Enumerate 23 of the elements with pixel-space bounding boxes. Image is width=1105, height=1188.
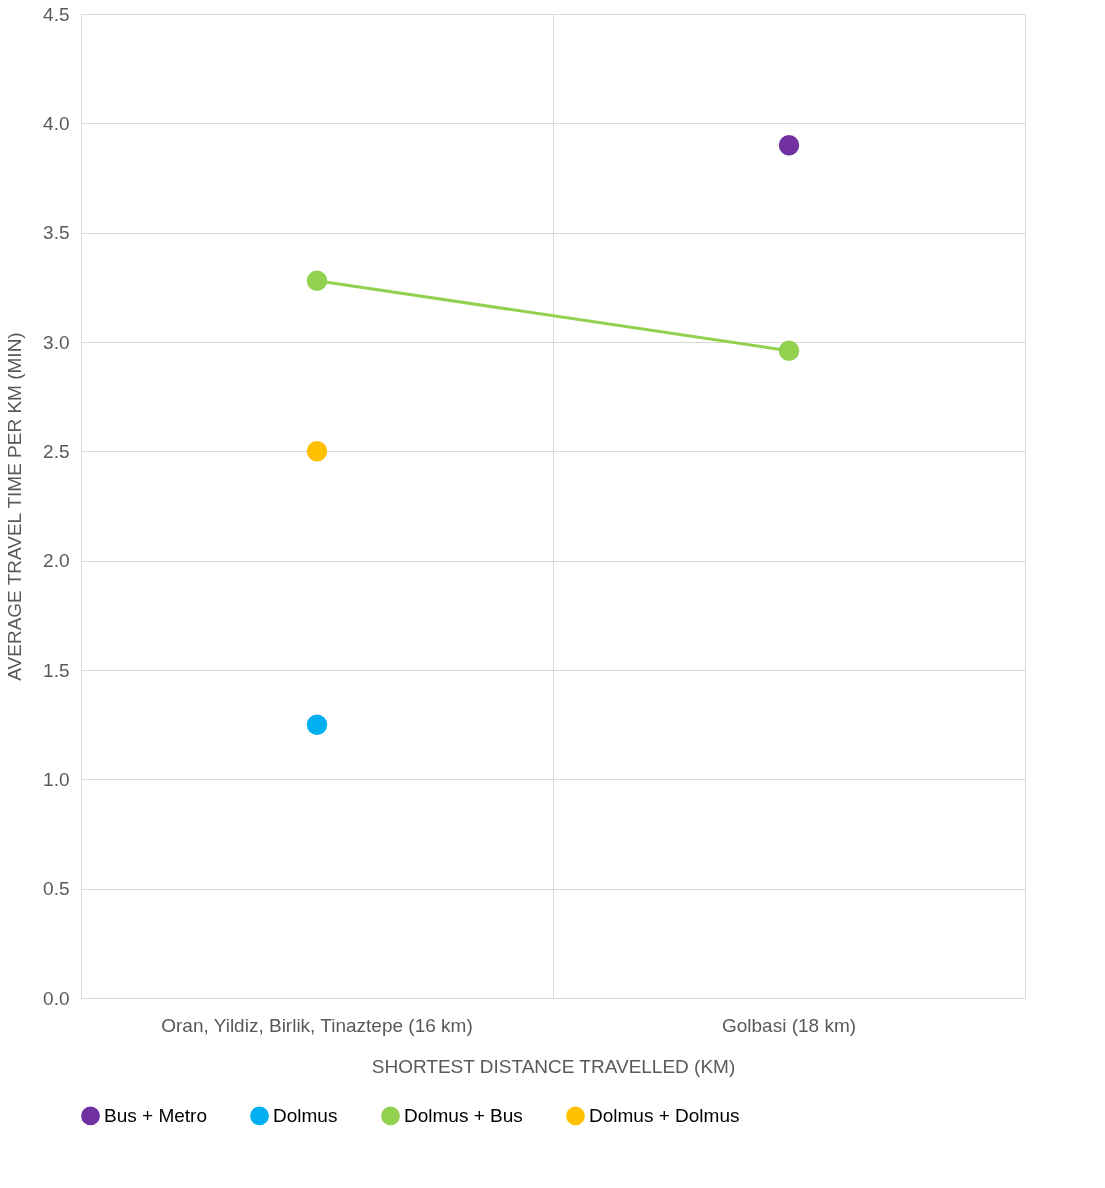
legend-label: Dolmus [273, 1104, 338, 1126]
y-tick-label: 3.5 [43, 222, 70, 244]
legend-label: Dolmus + Bus [404, 1104, 523, 1126]
x-tick-label: Golbasi (18 km) [721, 1014, 857, 1036]
y-tick-label: 4.0 [43, 112, 70, 134]
point [778, 340, 800, 361]
y-tick-label: 4.5 [43, 3, 70, 25]
y-tick-label: 3.0 [43, 331, 70, 353]
point [306, 441, 328, 462]
y-tick-label: 0.5 [43, 878, 70, 900]
point [306, 714, 328, 735]
y-tick-label: 1.0 [43, 768, 70, 790]
y-tick-label: 1.5 [43, 659, 70, 681]
x-axis-title: SHORTEST DISTANCE TRAVELLED (KM) [371, 1055, 736, 1077]
legend-label: Dolmus + Dolmus [589, 1104, 740, 1126]
point [778, 134, 800, 156]
y-tick-label: 2.0 [43, 550, 70, 572]
y-tick-label: 0.0 [43, 987, 70, 1009]
x-tick-label: Oran, Yildiz, Birlik, Tinaztepe (16 km) [161, 1014, 473, 1036]
y-tick-label: 2.5 [43, 440, 70, 462]
legend-label: Bus + Metro [104, 1104, 207, 1126]
y-axis-title: AVERAGE TRAVEL TIME PER KM (MIN) [4, 332, 26, 681]
point [306, 270, 328, 291]
